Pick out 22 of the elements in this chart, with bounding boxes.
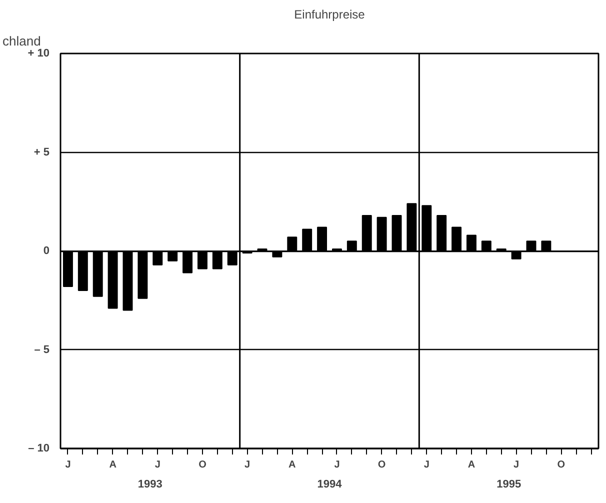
y-tick-label: + 5 (34, 146, 50, 158)
x-tick-label: J (154, 460, 160, 470)
x-tick-label: J (334, 460, 340, 470)
chart-title: Einfuhrpreise (294, 8, 366, 22)
y-tick-label: – 5 (34, 344, 50, 356)
text: 1995 (496, 478, 522, 490)
text: 1994 (317, 478, 343, 490)
x-tick-label: O (198, 460, 207, 470)
text: chland (2, 34, 41, 48)
y-tick-label: 0 (43, 245, 50, 257)
x-tick-label: J (65, 460, 71, 470)
y-tick-label: – 10 (28, 442, 50, 454)
x-tick-label: O (557, 460, 566, 470)
x-tick-label: A (109, 460, 116, 470)
x-tick-label: O (378, 460, 386, 470)
x-tick-label: J (424, 460, 430, 470)
x-tick-label: A (288, 460, 296, 470)
x-tick-label: J (514, 460, 520, 470)
x-tick-label: J (244, 460, 250, 470)
x-tick-label: A (468, 460, 476, 470)
text: 1993 (138, 478, 162, 490)
y-tick-label: + 10 (28, 48, 50, 60)
